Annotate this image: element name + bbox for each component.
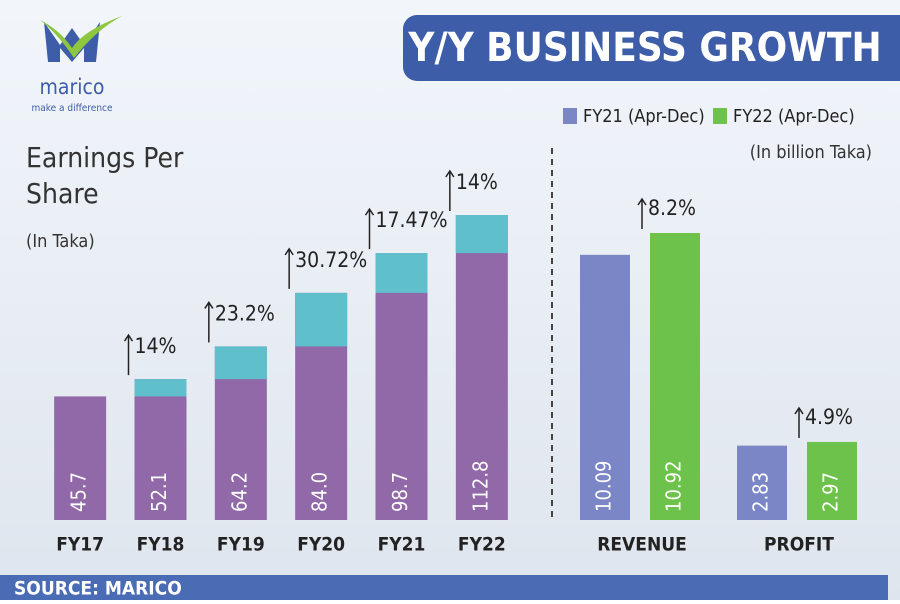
source-bar (0, 575, 888, 600)
eps-title: Earnings Per Share (26, 141, 184, 210)
growth-label: 23.2% (215, 301, 275, 325)
arrow-head (123, 333, 134, 342)
growth-label: 14% (456, 170, 498, 194)
arrow-head (445, 169, 455, 178)
increase-segment (375, 253, 428, 293)
x-tick-label: FY20 (297, 534, 345, 556)
growth-label: 17.47% (376, 208, 448, 232)
bar-value-label: 2.83 (749, 472, 773, 512)
bar-value-label: 98.7 (388, 472, 412, 512)
x-tick-label: FY17 (56, 534, 104, 556)
increase-segment (295, 292, 348, 347)
legend-swatch (563, 108, 577, 124)
bar (580, 254, 630, 521)
bar-value-label: 64.2 (227, 472, 251, 512)
bar (375, 253, 428, 520)
arrow-head (284, 247, 294, 256)
legend-label: FY21 (Apr-Dec) (583, 106, 705, 127)
bar-value-label: 10.09 (592, 461, 616, 513)
eps-title-box: Earnings Per Share (26, 141, 184, 210)
source: SOURCE: MARICO (14, 578, 182, 600)
growth-label: 14% (135, 334, 177, 358)
bar-value-label: 10.92 (662, 461, 686, 513)
x-tick-label: FY19 (217, 534, 265, 556)
x-tick-label: FY22 (458, 534, 506, 556)
logo (40, 16, 122, 62)
bar (134, 379, 187, 520)
arrow-head (204, 301, 214, 309)
arrow-head (794, 406, 804, 415)
main-title: Y/Y BUSINESS GROWTH (407, 25, 881, 71)
arrow-head (637, 197, 647, 206)
legend-swatch (713, 108, 727, 124)
x-tick-label: REVENUE (597, 534, 687, 556)
x-tick-label: FY21 (378, 534, 426, 556)
growth-label: 8.2% (648, 196, 696, 220)
logo-text: marico (40, 75, 105, 99)
bar (650, 233, 700, 520)
bar-value-label: 2.97 (819, 472, 843, 512)
bar (54, 396, 107, 520)
bar-value-label: 52.1 (147, 472, 171, 512)
bar (455, 215, 508, 520)
increase-segment (134, 379, 187, 397)
legend-label: FY22 (Apr-Dec) (733, 106, 855, 127)
chart2-subtitle: (In billion Taka) (750, 142, 872, 163)
tagline: make a difference (31, 103, 113, 114)
eps-subtitle: (In Taka) (26, 231, 95, 252)
bar-value-label: 45.7 (67, 472, 91, 512)
bar (737, 445, 787, 520)
arrow-head (364, 207, 375, 216)
growth-label: 4.9% (805, 405, 853, 429)
bar (807, 441, 857, 520)
bar-value-label: 84.0 (308, 472, 332, 512)
growth-label: 30.72% (295, 248, 367, 272)
x-tick-label: PROFIT (764, 534, 834, 556)
title-banner (403, 15, 900, 81)
x-tick-label: FY18 (137, 534, 185, 556)
bar-value-label: 112.8 (468, 461, 492, 513)
increase-segment (455, 215, 508, 254)
increase-segment (214, 346, 267, 380)
